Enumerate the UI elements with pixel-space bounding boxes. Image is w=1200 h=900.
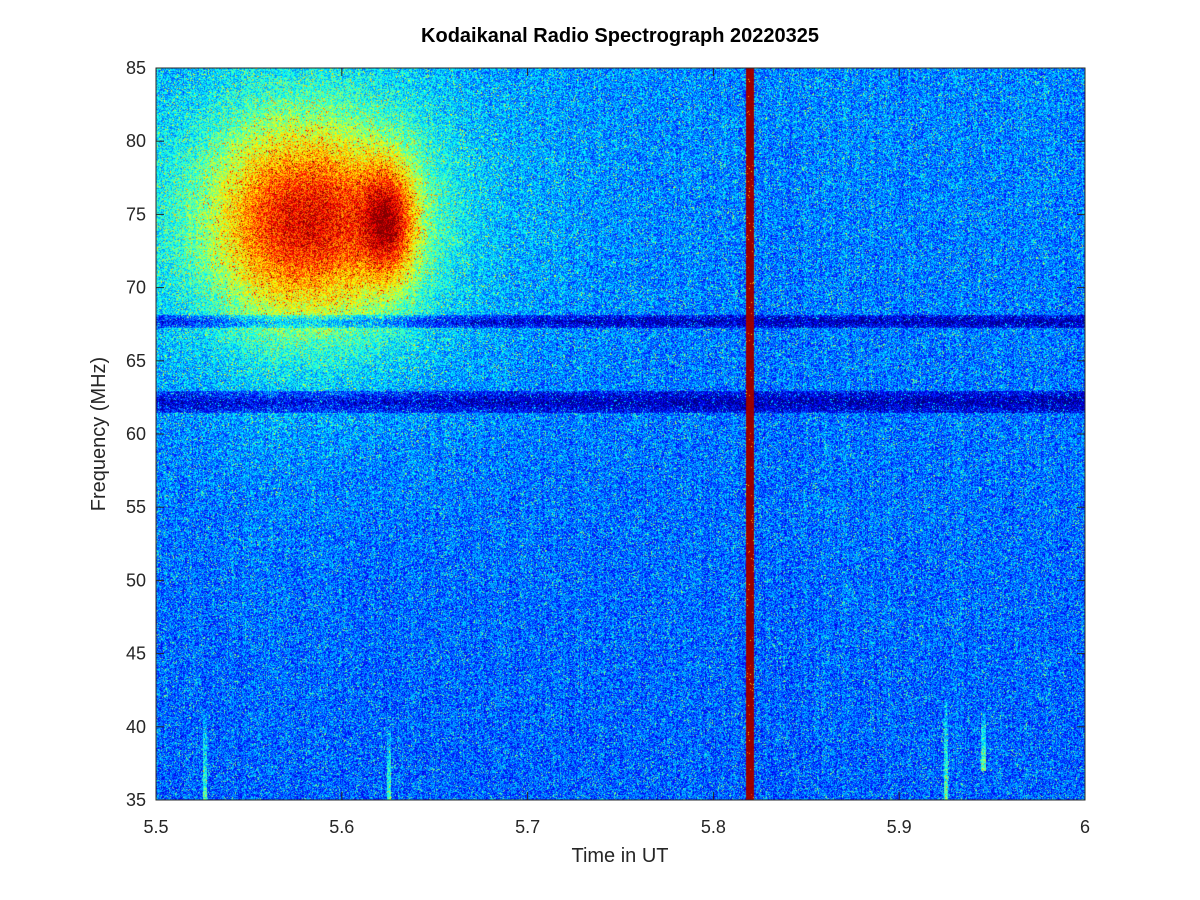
y-tick-label: 85 xyxy=(126,58,146,78)
y-tick-label: 80 xyxy=(126,131,146,151)
y-tick-label: 55 xyxy=(126,497,146,517)
y-axis: 35 40 45 50 55 60 65 70 75 80 85 xyxy=(126,58,1085,810)
x-axis: 5.5 5.6 5.7 5.8 5.9 6 xyxy=(143,68,1090,837)
x-tick-label: 5.5 xyxy=(143,817,168,837)
spectrogram-heatmap xyxy=(156,68,1085,800)
y-tick-label: 65 xyxy=(126,351,146,371)
y-tick-label: 70 xyxy=(126,278,146,298)
chart-title: Kodaikanal Radio Spectrograph 20220325 xyxy=(421,25,819,47)
y-axis-label: Frequency (MHz) xyxy=(88,357,110,511)
y-tick-label: 50 xyxy=(126,570,146,590)
y-tick-label: 45 xyxy=(126,644,146,664)
y-tick-label: 40 xyxy=(126,717,146,737)
y-tick-label: 60 xyxy=(126,424,146,444)
x-tick-label: 5.7 xyxy=(515,817,540,837)
x-tick-label: 5.9 xyxy=(887,817,912,837)
plot-area xyxy=(156,68,1085,800)
x-tick-label: 5.6 xyxy=(329,817,354,837)
x-tick-label: 6 xyxy=(1080,817,1090,837)
y-tick-label: 75 xyxy=(126,204,146,224)
x-tick-label: 5.8 xyxy=(701,817,726,837)
y-tick-label: 35 xyxy=(126,790,146,810)
x-axis-label: Time in UT xyxy=(571,845,668,867)
